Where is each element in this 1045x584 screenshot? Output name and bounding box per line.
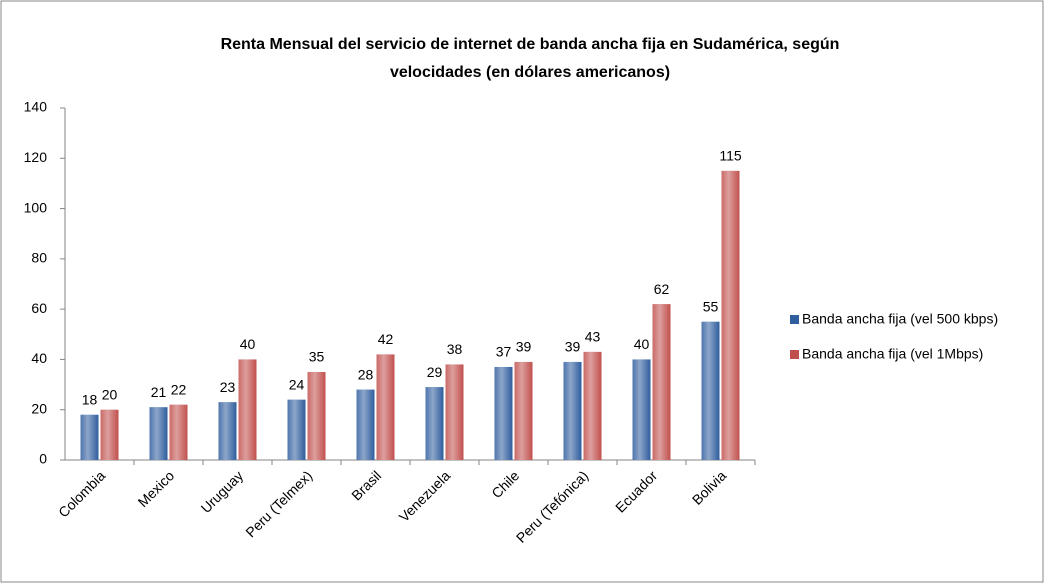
legend-swatch — [790, 350, 799, 359]
chart-title: Renta Mensual del servicio de internet d… — [221, 36, 840, 53]
bar-highlight — [445, 364, 464, 460]
chart-title: velocidades (en dólares americanos) — [390, 64, 670, 81]
bar-highlight — [514, 361, 533, 460]
bar-highlight — [169, 404, 188, 460]
bar-highlight — [307, 372, 326, 460]
y-tick-label: 120 — [24, 149, 48, 165]
data-label: 29 — [427, 364, 443, 380]
title-line: Renta Mensual del servicio de internet d… — [221, 36, 840, 53]
bar-highlight — [494, 366, 513, 460]
data-label: 40 — [634, 336, 650, 352]
bar-highlight — [376, 354, 395, 460]
bar-highlight — [80, 414, 99, 460]
bar-highlight — [701, 321, 720, 460]
data-label: 23 — [220, 379, 236, 395]
data-label: 39 — [516, 339, 532, 355]
bar-highlight — [652, 304, 671, 460]
data-label: 115 — [719, 148, 742, 164]
y-tick-label: 20 — [31, 400, 47, 416]
y-tick-label: 80 — [31, 250, 47, 266]
bar-highlight — [563, 361, 582, 460]
bar-highlight — [425, 387, 444, 460]
data-label: 28 — [358, 366, 374, 382]
bar-highlight — [721, 170, 740, 460]
legend-label: Banda ancha fija (vel 500 kbps) — [802, 311, 998, 327]
y-tick-label: 100 — [24, 199, 48, 215]
bar-highlight — [100, 409, 119, 460]
data-label: 38 — [447, 341, 463, 357]
data-label: 22 — [171, 381, 187, 397]
bar-highlight — [583, 351, 602, 460]
y-tick-label: 40 — [31, 350, 47, 366]
data-label: 39 — [565, 339, 581, 355]
data-label: 37 — [496, 344, 512, 360]
bar-highlight — [238, 359, 257, 460]
bar-highlight — [287, 399, 306, 460]
data-label: 35 — [309, 349, 325, 365]
legend-swatch — [790, 315, 799, 324]
bar-highlight — [218, 402, 237, 460]
bar-highlight — [356, 389, 375, 460]
data-label: 43 — [585, 329, 601, 345]
data-label: 40 — [240, 336, 256, 352]
data-label: 21 — [151, 384, 167, 400]
legend-label: Banda ancha fija (vel 1Mbps) — [802, 346, 983, 362]
data-label: 42 — [378, 331, 394, 347]
data-label: 62 — [654, 281, 670, 297]
y-tick-label: 140 — [24, 99, 48, 115]
y-tick-label: 60 — [31, 300, 47, 316]
bar-highlight — [632, 359, 651, 460]
data-label: 20 — [102, 386, 118, 402]
data-label: 18 — [82, 391, 98, 407]
bar-highlight — [149, 407, 168, 460]
data-label: 24 — [289, 376, 305, 392]
y-tick-label: 0 — [39, 451, 47, 467]
data-label: 55 — [703, 298, 719, 314]
